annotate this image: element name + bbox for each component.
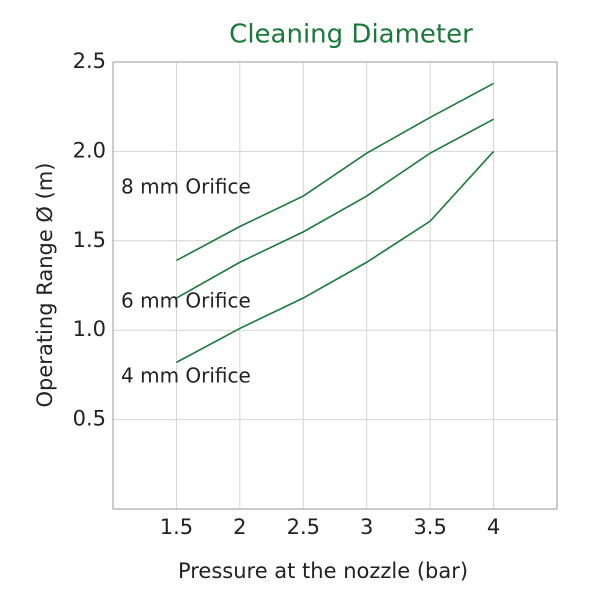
x-tick-label: 3	[360, 515, 373, 539]
y-tick-label: 2.5	[73, 49, 106, 73]
series-label: 8 mm Orifice	[121, 175, 251, 199]
series-label: 4 mm Orifice	[121, 364, 251, 388]
series-label: 6 mm Orifice	[121, 289, 251, 313]
series-line	[176, 82, 494, 262]
chart-title: Cleaning Diameter	[229, 20, 473, 50]
y-tick-label: 0.5	[73, 407, 106, 431]
x-tick-label: 1.5	[160, 515, 193, 539]
series-line	[176, 150, 495, 364]
x-axis-title: Pressure at the nozzle (bar)	[178, 559, 468, 583]
x-tick-label: 2	[233, 515, 246, 539]
y-tick-label: 1.0	[73, 317, 106, 341]
y-axis-title: Operating Range Ø (m)	[33, 163, 57, 408]
plot-frame	[112, 61, 558, 510]
series-line	[176, 118, 494, 299]
y-tick-label: 2.0	[73, 138, 106, 162]
x-tick-label: 4	[487, 515, 500, 539]
x-tick-label: 2.5	[287, 515, 320, 539]
y-tick-label: 1.5	[73, 228, 106, 252]
x-tick-label: 3.5	[413, 515, 446, 539]
